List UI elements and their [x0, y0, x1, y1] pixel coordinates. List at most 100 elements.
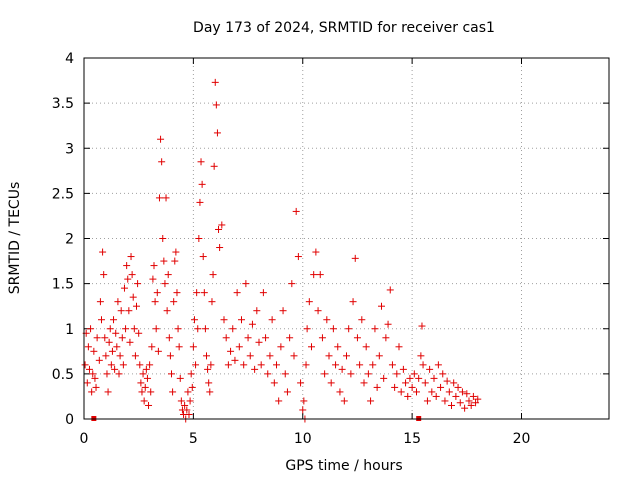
- data-point: [277, 343, 285, 351]
- data-point: [174, 325, 182, 333]
- data-point: [142, 365, 150, 373]
- data-point: [323, 316, 331, 324]
- data-point: [213, 129, 221, 137]
- data-point: [314, 307, 322, 315]
- data-point: [364, 370, 372, 378]
- data-point: [300, 397, 308, 405]
- data-point: [430, 374, 438, 382]
- data-point: [133, 302, 140, 310]
- data-point: [456, 399, 464, 407]
- data-point: [99, 248, 107, 256]
- data-point: [150, 262, 158, 270]
- data-point: [137, 379, 145, 387]
- x-tick-label: 5: [189, 431, 198, 447]
- data-point: [149, 275, 157, 283]
- data-point: [426, 365, 434, 373]
- data-point: [183, 406, 191, 414]
- data-point: [224, 361, 232, 369]
- data-point: [384, 320, 392, 328]
- data-point: [155, 194, 163, 202]
- data-point: [119, 361, 127, 369]
- y-tick-label: 3.5: [52, 96, 74, 112]
- data-point: [356, 361, 364, 369]
- data-point: [388, 361, 396, 369]
- data-point: [415, 374, 423, 382]
- data-point: [218, 221, 226, 229]
- data-point: [85, 365, 93, 373]
- data-point: [127, 253, 135, 261]
- data-point: [190, 316, 198, 324]
- x-tick-label: 10: [294, 431, 312, 447]
- data-point: [463, 390, 471, 398]
- data-point: [176, 374, 184, 382]
- data-point: [399, 365, 407, 373]
- data-point: [135, 329, 143, 337]
- data-point: [421, 379, 429, 387]
- data-point: [454, 383, 462, 391]
- data-point: [437, 383, 445, 391]
- data-point: [157, 135, 165, 143]
- data-point: [147, 388, 155, 396]
- data-point: [246, 352, 254, 360]
- data-point: [123, 262, 131, 270]
- data-point: [253, 307, 261, 315]
- data-point: [222, 334, 230, 342]
- data-point: [158, 158, 166, 166]
- data-point: [257, 361, 265, 369]
- data-point: [83, 379, 91, 387]
- data-point: [375, 352, 383, 360]
- data-point: [353, 334, 361, 342]
- data-point: [305, 298, 313, 306]
- data-point: [255, 338, 263, 346]
- data-point: [165, 334, 173, 342]
- data-point: [197, 158, 205, 166]
- data-point: [402, 379, 410, 387]
- data-point: [216, 244, 224, 252]
- data-point: [428, 388, 436, 396]
- data-point: [206, 388, 214, 396]
- data-point: [186, 397, 194, 405]
- data-point: [196, 198, 204, 206]
- data-point: [203, 352, 210, 360]
- data-point: [128, 271, 136, 279]
- data-point: [316, 271, 324, 279]
- data-point: [122, 325, 130, 333]
- data-point: [148, 343, 156, 351]
- data-point: [373, 383, 381, 391]
- data-point: [417, 352, 425, 360]
- data-point: [188, 383, 196, 391]
- data-point: [211, 78, 219, 86]
- data-point: [110, 316, 118, 324]
- data-point: [413, 388, 420, 396]
- data-point: [251, 365, 259, 373]
- data-point: [229, 325, 237, 333]
- data-point: [152, 325, 160, 333]
- data-point: [114, 298, 122, 306]
- data-point: [332, 361, 340, 369]
- data-point: [89, 370, 97, 378]
- data-point: [90, 347, 98, 355]
- data-point: [297, 379, 305, 387]
- data-point: [153, 289, 161, 297]
- data-point: [349, 298, 357, 306]
- data-point: [93, 334, 101, 342]
- y-tick-label: 1.5: [52, 277, 74, 293]
- data-point: [238, 316, 245, 324]
- data-point: [141, 383, 149, 391]
- data-point: [321, 370, 329, 378]
- data-point: [194, 325, 202, 333]
- data-point: [235, 343, 243, 351]
- data-point: [187, 370, 195, 378]
- data-point: [308, 343, 315, 351]
- data-point: [302, 361, 310, 369]
- data-point: [273, 361, 280, 369]
- data-point: [312, 248, 320, 256]
- y-tick-label: 0.5: [52, 367, 74, 383]
- data-point: [207, 361, 215, 369]
- data-point: [164, 271, 172, 279]
- data-point: [242, 280, 250, 288]
- data-point: [244, 334, 252, 342]
- data-point: [195, 235, 203, 242]
- data-point: [98, 316, 105, 324]
- tick-labels: 0 5 10 15 20 0 0.5 1 1.5 2 2.5 3 3.5 4: [52, 51, 531, 447]
